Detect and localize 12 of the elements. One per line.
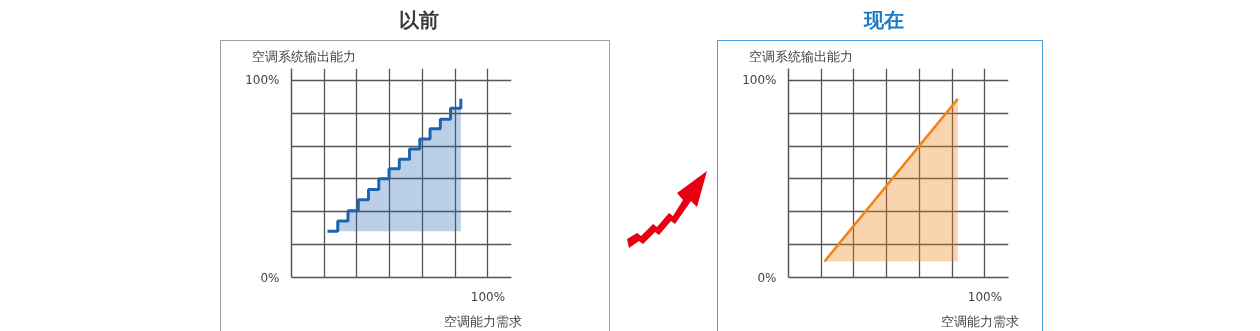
- x-axis-title: 空调能力需求: [443, 313, 522, 329]
- text: 100%: [742, 73, 777, 88]
- y-axis-title: 空调系统输出能力: [251, 48, 356, 64]
- text: 100%: [967, 289, 1003, 304]
- y-axis-title: 空调系统输出能力: [748, 48, 853, 64]
- text: 0%: [260, 270, 280, 285]
- text: 100%: [470, 289, 506, 304]
- text: 0%: [757, 270, 777, 285]
- chart-title: 现在: [864, 7, 904, 34]
- chart-title: 以前: [399, 7, 439, 34]
- text: 100%: [245, 73, 280, 88]
- x-axis-title: 空调能力需求: [940, 313, 1019, 329]
